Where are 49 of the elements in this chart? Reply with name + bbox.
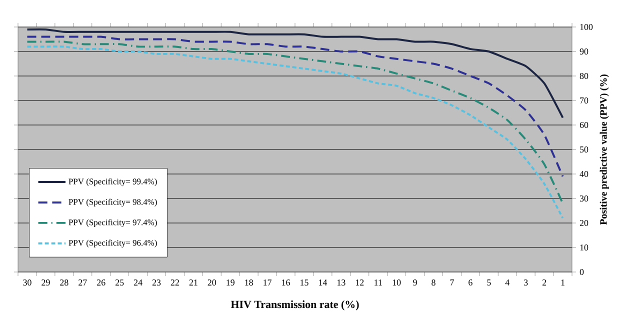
x-tick-label: 19 bbox=[226, 280, 234, 286]
line-series bbox=[26, 28, 564, 119]
x-tick-label: 16 bbox=[282, 280, 290, 286]
x-tick-label: 23 bbox=[152, 280, 161, 286]
y-tick-label: 10 bbox=[580, 244, 588, 251]
x-tick-label: 9 bbox=[413, 280, 417, 286]
y-tick-label: 80 bbox=[580, 72, 588, 80]
x-tick-label: 24 bbox=[134, 280, 142, 286]
x-tick-label: 8 bbox=[432, 280, 436, 286]
x-tick-label: 12 bbox=[356, 280, 364, 286]
x-axis-title: HIV Transmission rate (%) bbox=[230, 300, 359, 310]
x-tick-label: 5 bbox=[487, 280, 491, 286]
x-tick-label: 7 bbox=[450, 280, 454, 286]
legend-label: PPV (Specificity= 98.4%) bbox=[68, 198, 157, 207]
x-tick-label: 14 bbox=[319, 280, 328, 286]
x-tick-label: 22 bbox=[170, 280, 179, 286]
x-tick-label: 2 bbox=[542, 280, 546, 286]
y-tick-label: 50 bbox=[580, 146, 588, 153]
legend-label: PPV (Specificity= 96.4%) bbox=[68, 240, 157, 248]
y-tick-label: 100 bbox=[580, 24, 593, 30]
line-series bbox=[26, 36, 564, 178]
x-tick-label: 28 bbox=[60, 280, 68, 286]
x-tick-label: 20 bbox=[208, 280, 216, 286]
legend-label: PPV (Specificity= 99.4%) bbox=[68, 178, 157, 186]
x-tick-label: 26 bbox=[97, 280, 106, 286]
x-tick-label: 4 bbox=[505, 280, 510, 286]
x-tick-label: 18 bbox=[245, 280, 253, 286]
y-axis-title: Positive predictive value (PPV) (%) bbox=[600, 74, 609, 225]
y-tick-label: 20 bbox=[580, 220, 588, 226]
x-tick-label: 1 bbox=[561, 280, 564, 286]
x-tick-label: 11 bbox=[374, 280, 382, 286]
y-tick-label: 40 bbox=[580, 170, 588, 178]
y-tick-label: 30 bbox=[580, 195, 588, 202]
x-tick-label: 25 bbox=[115, 280, 124, 286]
x-tick-label: 6 bbox=[468, 280, 472, 286]
y-tick-label: 70 bbox=[580, 97, 588, 104]
x-tick-label: 13 bbox=[337, 280, 346, 286]
legend-label: PPV (Specificity= 97.4%) bbox=[68, 219, 157, 227]
x-tick-label: 15 bbox=[300, 280, 308, 286]
x-tick-label: 21 bbox=[189, 280, 198, 286]
x-tick-label: 17 bbox=[264, 280, 272, 286]
y-tick-label: 60 bbox=[580, 122, 588, 128]
x-tick-label: 29 bbox=[42, 280, 50, 286]
x-tick-label: 30 bbox=[23, 280, 32, 286]
x-tick-label: 10 bbox=[392, 280, 401, 286]
x-tick-label: 27 bbox=[78, 280, 87, 286]
y-tick-label: 90 bbox=[580, 48, 588, 55]
y-tick-label: 0 bbox=[580, 268, 584, 276]
x-tick-label: 3 bbox=[524, 280, 528, 286]
